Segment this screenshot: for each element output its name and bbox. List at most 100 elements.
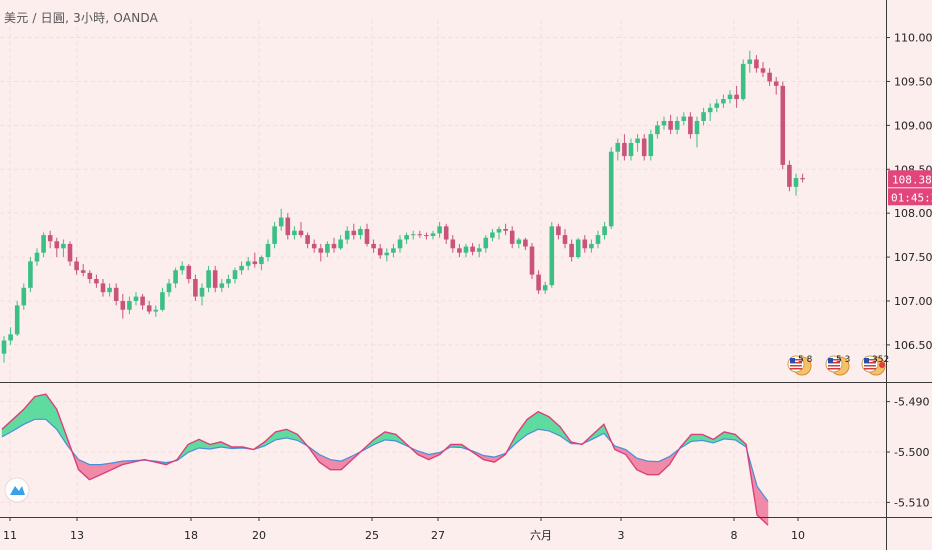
candle-body[interactable] bbox=[391, 248, 396, 253]
candle-body[interactable] bbox=[384, 252, 390, 256]
candle-body[interactable] bbox=[377, 248, 383, 256]
candle-body[interactable] bbox=[166, 283, 172, 293]
candle-body[interactable] bbox=[648, 134, 654, 157]
candle-body[interactable] bbox=[490, 232, 495, 238]
us-flag-event-icon[interactable]: 5 3 bbox=[825, 355, 850, 376]
candle-body[interactable] bbox=[509, 230, 515, 244]
candle-body[interactable] bbox=[331, 243, 337, 249]
candle-body[interactable] bbox=[542, 285, 548, 291]
candle-body[interactable] bbox=[397, 239, 403, 249]
candle-body[interactable] bbox=[754, 59, 759, 69]
candle-body[interactable] bbox=[206, 270, 211, 288]
candle-body[interactable] bbox=[212, 270, 218, 288]
candle-body[interactable] bbox=[714, 103, 720, 108]
candle-body[interactable] bbox=[146, 305, 152, 312]
candle-body[interactable] bbox=[358, 228, 363, 236]
candle-body[interactable] bbox=[87, 272, 93, 280]
candle-body[interactable] bbox=[298, 230, 304, 236]
candle-body[interactable] bbox=[740, 63, 746, 100]
candle-body[interactable] bbox=[622, 142, 627, 157]
candle-body[interactable] bbox=[734, 94, 739, 100]
candle-body[interactable] bbox=[1, 340, 7, 354]
candle-body[interactable] bbox=[707, 107, 713, 113]
candle-body[interactable] bbox=[127, 300, 132, 310]
candle-body[interactable] bbox=[417, 234, 423, 236]
candle-body[interactable] bbox=[608, 151, 614, 227]
candle-body[interactable] bbox=[47, 235, 53, 242]
candle-body[interactable] bbox=[523, 239, 528, 247]
candle-body[interactable] bbox=[424, 235, 429, 237]
candle-body[interactable] bbox=[602, 226, 607, 236]
candle-body[interactable] bbox=[305, 235, 310, 244]
candle-body[interactable] bbox=[549, 226, 555, 286]
candle-body[interactable] bbox=[443, 226, 449, 240]
candle-body[interactable] bbox=[179, 265, 185, 271]
candle-body[interactable] bbox=[536, 274, 541, 291]
candle-body[interactable] bbox=[226, 279, 231, 284]
candle-body[interactable] bbox=[450, 239, 456, 249]
candle-body[interactable] bbox=[371, 243, 376, 249]
us-flag-event-icon[interactable]: 352 bbox=[861, 355, 889, 376]
candle-body[interactable] bbox=[160, 292, 165, 310]
candlestick-series[interactable] bbox=[1, 50, 805, 363]
candle-body[interactable] bbox=[173, 270, 178, 284]
candle-body[interactable] bbox=[259, 257, 264, 265]
candle-body[interactable] bbox=[318, 248, 324, 253]
candle-body[interactable] bbox=[582, 239, 588, 249]
candle-body[interactable] bbox=[100, 283, 106, 293]
candle-body[interactable] bbox=[529, 246, 535, 275]
candle-body[interactable] bbox=[410, 234, 416, 236]
candle-body[interactable] bbox=[278, 217, 284, 227]
candle-body[interactable] bbox=[760, 68, 766, 73]
event-markers[interactable]: 5 8 5 3 352 bbox=[787, 355, 889, 376]
candle-body[interactable] bbox=[641, 138, 647, 157]
candle-body[interactable] bbox=[41, 235, 46, 253]
candle-body[interactable] bbox=[701, 112, 706, 121]
candle-body[interactable] bbox=[569, 243, 574, 258]
candle-body[interactable] bbox=[430, 233, 436, 236]
candle-body[interactable] bbox=[272, 226, 277, 244]
candle-body[interactable] bbox=[140, 296, 145, 306]
candle-body[interactable] bbox=[727, 94, 733, 100]
candle-body[interactable] bbox=[153, 309, 159, 312]
candle-body[interactable] bbox=[483, 237, 489, 249]
candle-body[interactable] bbox=[780, 85, 786, 165]
candle-body[interactable] bbox=[133, 296, 139, 301]
candle-body[interactable] bbox=[681, 116, 687, 121]
candle-body[interactable] bbox=[265, 243, 271, 258]
candle-body[interactable] bbox=[694, 120, 700, 135]
candle-body[interactable] bbox=[747, 59, 753, 64]
candle-body[interactable] bbox=[721, 99, 726, 104]
candle-body[interactable] bbox=[74, 261, 79, 271]
candle-body[interactable] bbox=[8, 334, 13, 341]
candle-body[interactable] bbox=[496, 228, 502, 233]
candle-body[interactable] bbox=[14, 305, 20, 335]
candle-body[interactable] bbox=[773, 81, 779, 86]
candle-body[interactable] bbox=[325, 243, 330, 253]
candle-body[interactable] bbox=[404, 235, 409, 240]
candle-body[interactable] bbox=[437, 226, 442, 234]
candle-body[interactable] bbox=[503, 228, 508, 231]
candle-body[interactable] bbox=[595, 235, 601, 244]
candle-body[interactable] bbox=[219, 283, 225, 288]
candle-body[interactable] bbox=[589, 243, 594, 249]
candle-body[interactable] bbox=[21, 287, 27, 306]
tradingview-logo-icon[interactable] bbox=[4, 477, 30, 503]
candle-body[interactable] bbox=[476, 248, 482, 252]
candle-body[interactable] bbox=[186, 265, 192, 280]
candle-body[interactable] bbox=[800, 178, 805, 180]
candle-body[interactable] bbox=[787, 164, 792, 187]
candle-body[interactable] bbox=[575, 239, 581, 258]
candle-body[interactable] bbox=[94, 279, 99, 284]
candle-body[interactable] bbox=[364, 228, 370, 244]
candle-body[interactable] bbox=[562, 235, 568, 244]
candle-body[interactable] bbox=[239, 265, 244, 271]
candle-body[interactable] bbox=[661, 120, 667, 126]
candle-body[interactable] bbox=[470, 246, 475, 252]
candle-body[interactable] bbox=[80, 270, 86, 273]
candle-body[interactable] bbox=[615, 142, 621, 152]
candle-body[interactable] bbox=[628, 142, 634, 157]
candle-body[interactable] bbox=[655, 125, 660, 135]
candle-body[interactable] bbox=[285, 217, 291, 236]
